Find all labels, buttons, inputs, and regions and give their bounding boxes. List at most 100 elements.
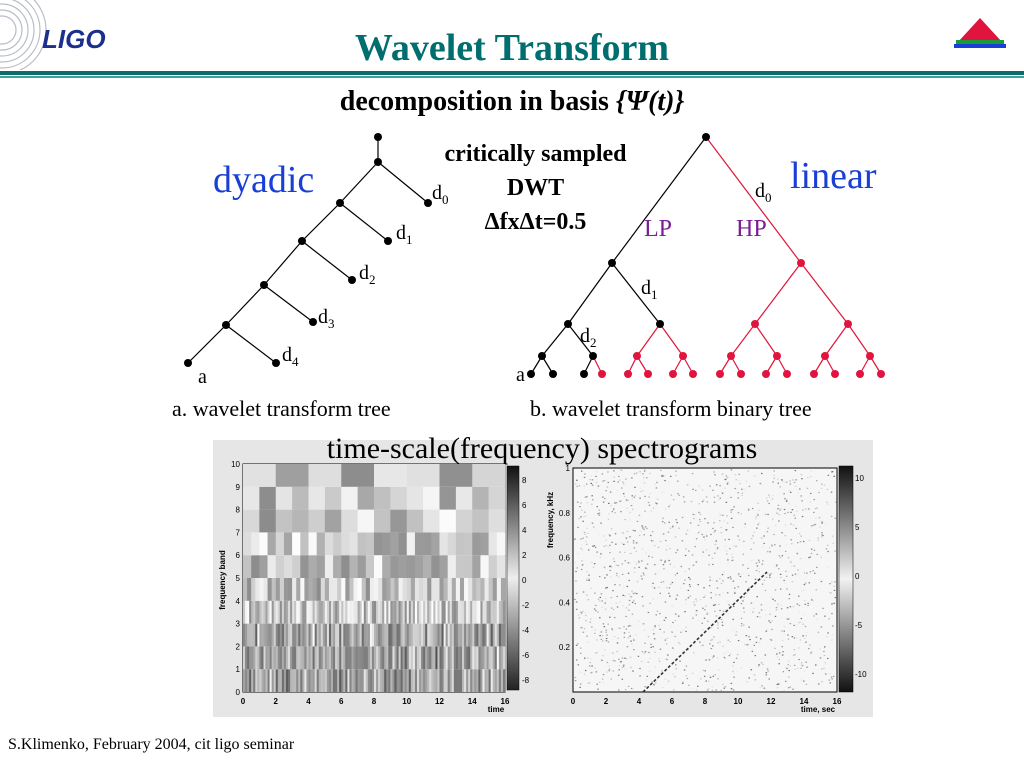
y-tick-label: 1 — [236, 665, 241, 674]
y-tick-label: 7 — [236, 528, 241, 537]
tree-node — [656, 320, 664, 328]
chirp-trace — [642, 571, 768, 693]
tree-node — [298, 237, 306, 245]
tree-node — [727, 352, 735, 360]
dyadic-tree-diagram — [184, 133, 432, 367]
tree-node — [762, 370, 770, 378]
tree-node — [877, 370, 885, 378]
tree-node — [669, 370, 677, 378]
right-caption-letter: b. — [530, 396, 547, 421]
ligo-logo-swirl — [0, 0, 47, 70]
x-tick-label: 12 — [767, 697, 776, 706]
tree-node — [222, 321, 230, 329]
tree-node — [184, 359, 192, 367]
y-tick-label: 10 — [231, 460, 240, 469]
x-tick-label: 10 — [734, 697, 743, 706]
colorbar-tick-label: -6 — [522, 651, 530, 660]
colorbar-tick-label: -2 — [522, 601, 530, 610]
y-tick-label: 4 — [236, 597, 241, 606]
center-note-line1: critically sampled — [444, 141, 627, 167]
x-tick-label: 2 — [274, 697, 279, 706]
tree-node — [689, 370, 697, 378]
y-tick-label: 1 — [566, 464, 571, 473]
x-tick-label: 16 — [833, 697, 842, 706]
tree-node — [866, 352, 874, 360]
subtitle-prefix: decomposition in basis — [339, 86, 616, 117]
y-tick-label: 0.4 — [559, 598, 571, 607]
binary-tree-diagram — [527, 133, 885, 378]
y-tick-label: 6 — [236, 551, 241, 560]
y-tick-label: 0.2 — [559, 643, 571, 652]
tree-node — [384, 237, 392, 245]
tree-node — [374, 158, 382, 166]
hp-label: HP — [736, 216, 767, 242]
tree-node — [424, 199, 432, 207]
x-tick-label: 16 — [501, 697, 510, 706]
tree-node — [624, 370, 632, 378]
y-tick-label: 0 — [236, 688, 241, 697]
tree-node — [783, 370, 791, 378]
y-tick-label: 2 — [236, 642, 241, 651]
tree-node — [856, 370, 864, 378]
right-noise-cells — [574, 469, 837, 692]
right-caption: b. wavelet transform binary tree — [530, 396, 812, 422]
y-tick-label: 5 — [236, 574, 241, 583]
subtitle: decomposition in basis {Ψ(t)} — [0, 86, 1024, 118]
x-tick-label: 4 — [637, 697, 642, 706]
colorbar-tick-label: 0 — [855, 572, 860, 581]
tree-node — [751, 320, 759, 328]
right-a-label: a — [516, 364, 525, 386]
left-colorbar — [506, 465, 520, 691]
right-xlabel: time, sec — [801, 705, 836, 714]
colorbar-tick-label: 5 — [855, 523, 860, 532]
right-caption-text: wavelet transform binary tree — [552, 396, 812, 421]
center-note-line3: ΔfxΔt=0.5 — [484, 209, 587, 235]
spectrogram-title: time-scale(frequency) spectrograms — [326, 432, 758, 465]
tree-node — [608, 259, 616, 267]
left-d1-label: d1 — [396, 222, 413, 247]
tree-node — [644, 370, 652, 378]
tree-node — [716, 370, 724, 378]
x-tick-label: 6 — [670, 697, 675, 706]
tree-node — [702, 133, 710, 141]
linear-label: linear — [790, 155, 877, 197]
tree-node — [831, 370, 839, 378]
ligo-logo-text: LIGO — [42, 24, 106, 54]
subtitle-math: {Ψ(t)} — [615, 86, 685, 117]
right-spectrogram: frequency, kHz 0.2 0.4 0.6 0.8 1 0 2 4 6 8 10 12 14… — [546, 464, 867, 714]
right-d1-label: d1 — [641, 277, 658, 302]
left-d4-label: d4 — [282, 344, 299, 369]
tree-node — [844, 320, 852, 328]
tree-node — [260, 281, 268, 289]
tree-node — [580, 370, 588, 378]
left-d2-label: d2 — [359, 262, 376, 287]
x-tick-label: 8 — [703, 697, 708, 706]
left-x-ticks: 0 2 4 6 8 10 12 14 16 — [241, 697, 510, 706]
tree-node — [821, 352, 829, 360]
y-tick-label: 8 — [236, 506, 241, 515]
y-tick-label: 0.8 — [559, 509, 571, 518]
tree-node — [564, 320, 572, 328]
left-caption-text: wavelet transform tree — [192, 396, 391, 421]
right-ylabel: frequency, kHz — [546, 492, 555, 548]
page-title: Wavelet Transform — [354, 27, 670, 69]
right-y-ticks: 0.2 0.4 0.6 0.8 1 — [559, 464, 571, 652]
dyadic-label: dyadic — [213, 159, 315, 201]
tree-node — [309, 318, 317, 326]
left-xlabel: time — [488, 705, 505, 714]
right-colorbar — [838, 465, 854, 693]
colorbar-tick-label: 6 — [522, 501, 527, 510]
title-divider-thin — [0, 76, 1024, 78]
left-band-cells — [243, 464, 506, 692]
left-d3-label: d3 — [318, 306, 335, 331]
tree-node — [538, 352, 546, 360]
tree-node — [810, 370, 818, 378]
tree-node — [737, 370, 745, 378]
colorbar-tick-label: 2 — [522, 551, 527, 560]
center-note-line2: DWT — [506, 175, 565, 201]
x-tick-label: 10 — [402, 697, 411, 706]
left-d0-label: d0 — [432, 182, 449, 207]
tree-node — [374, 133, 382, 141]
right-x-ticks: 0 2 4 6 8 10 12 14 16 — [571, 697, 842, 706]
